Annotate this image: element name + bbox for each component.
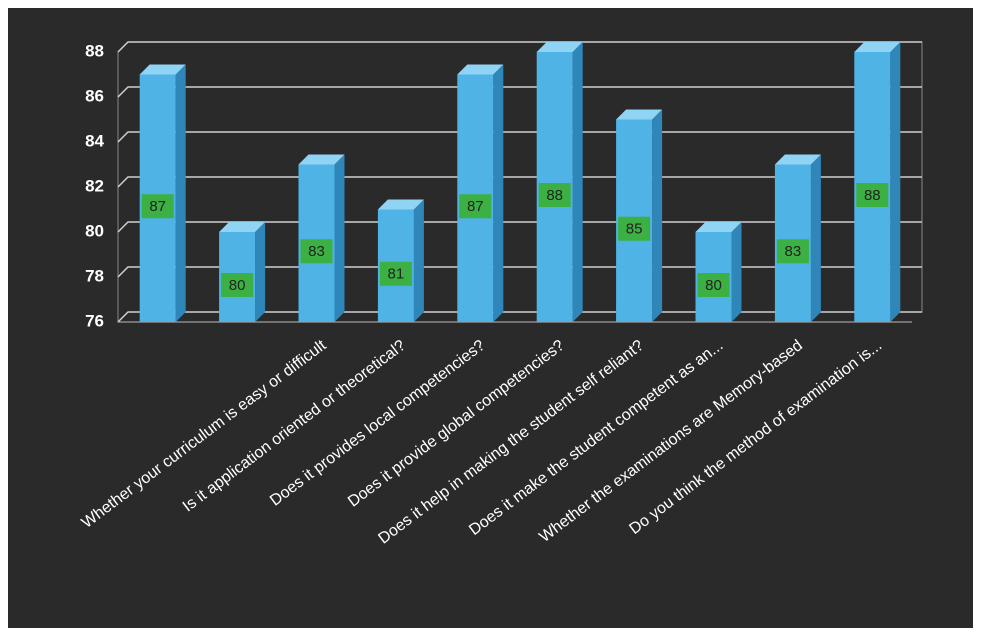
bar-top xyxy=(298,154,345,165)
bar-top xyxy=(457,64,504,75)
bar-side xyxy=(810,154,821,322)
bar-top xyxy=(616,109,663,120)
bar-top xyxy=(219,222,266,232)
bar-top xyxy=(377,199,424,210)
value-label-box xyxy=(618,216,651,241)
value-label: 87 xyxy=(467,198,484,215)
value-label-box xyxy=(856,183,889,207)
value-label: 81 xyxy=(388,266,405,283)
bar-side xyxy=(890,42,901,322)
value-label: 87 xyxy=(149,198,166,215)
y-tick-label: 84 xyxy=(85,131,104,150)
y-tick-label: 82 xyxy=(85,176,104,195)
bar-side xyxy=(572,42,583,322)
y-tick-label: 76 xyxy=(85,311,104,330)
bar-side xyxy=(255,222,266,322)
y-tick-label: 88 xyxy=(85,41,104,60)
value-label: 80 xyxy=(229,277,246,294)
y-tick-label: 80 xyxy=(85,221,104,240)
value-label-box xyxy=(538,183,571,207)
bar-side xyxy=(334,154,345,322)
value-label-box xyxy=(459,194,492,219)
value-label: 83 xyxy=(785,243,802,260)
value-label-box xyxy=(697,273,730,297)
bar-top xyxy=(536,42,583,52)
bar-side xyxy=(175,64,186,322)
grid-line xyxy=(117,41,922,53)
value-label: 80 xyxy=(705,277,722,294)
value-label-box xyxy=(221,273,254,297)
bar-top xyxy=(139,64,186,75)
bar-side xyxy=(731,222,742,322)
grid-line xyxy=(117,86,922,98)
value-label: 88 xyxy=(546,187,563,204)
bar-side xyxy=(413,199,424,322)
y-tick-label: 86 xyxy=(85,86,104,105)
value-label-box xyxy=(141,194,174,219)
value-label: 88 xyxy=(864,187,881,204)
value-label-box xyxy=(379,261,412,286)
bar-top xyxy=(695,222,742,232)
bar-top xyxy=(854,42,901,52)
bar-side xyxy=(652,109,663,322)
value-label: 85 xyxy=(626,221,643,238)
value-label-box xyxy=(776,239,809,264)
y-tick-label: 78 xyxy=(85,266,104,285)
bar-side xyxy=(493,64,504,322)
value-label-box xyxy=(300,239,333,264)
bar-top xyxy=(774,154,821,165)
value-label: 83 xyxy=(308,243,325,260)
